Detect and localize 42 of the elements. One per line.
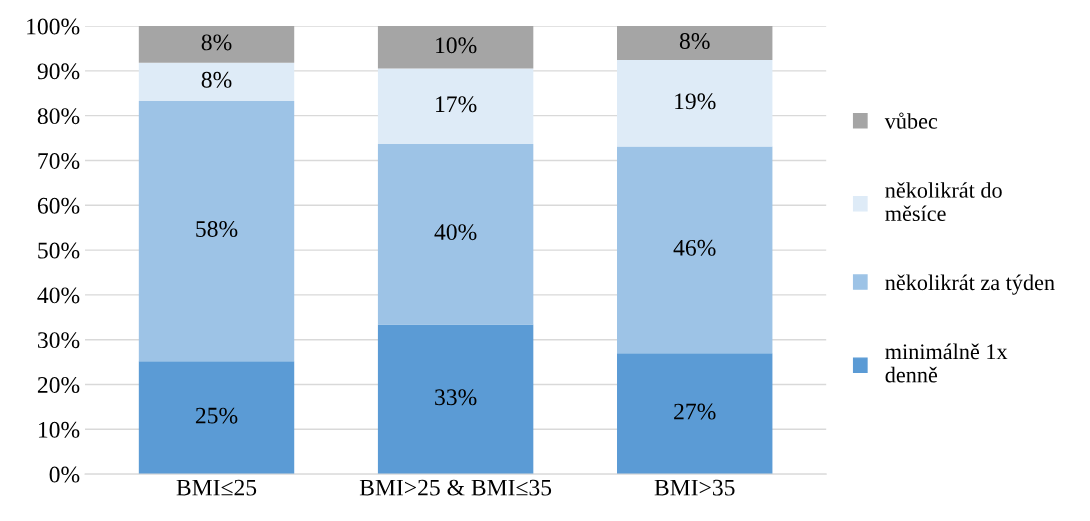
data-label: 46% bbox=[673, 239, 716, 256]
data-label: 58% bbox=[196, 221, 238, 238]
y-tick-label: 30% bbox=[38, 332, 80, 349]
y-tick-label: 50% bbox=[38, 242, 80, 259]
x-tick-label: BMI≤25 bbox=[176, 479, 257, 496]
bar bbox=[138, 100, 295, 362]
legend-label: několikrát do měsíce bbox=[885, 182, 1002, 222]
bar bbox=[377, 68, 534, 144]
y-tick-label: 60% bbox=[37, 197, 80, 214]
bar bbox=[617, 26, 773, 61]
legend-label: vůbec bbox=[884, 112, 938, 129]
y-tick-label: 10% bbox=[38, 421, 80, 438]
bar bbox=[138, 62, 295, 101]
data-label: 19% bbox=[675, 93, 716, 110]
data-label: 27% bbox=[674, 403, 716, 420]
y-tick-label: 80% bbox=[37, 108, 80, 125]
y-tick-label: 20% bbox=[37, 376, 80, 393]
bar bbox=[617, 353, 773, 475]
data-label: 8% bbox=[679, 33, 710, 50]
data-label: 8% bbox=[201, 34, 232, 51]
y-tick-label: 70% bbox=[38, 152, 80, 169]
bar bbox=[617, 60, 773, 147]
data-label: 17% bbox=[436, 96, 477, 113]
legend-label: minimálně 1x denně bbox=[885, 343, 1008, 383]
data-label: 40% bbox=[434, 224, 477, 241]
x-tick-label: BMI>25 & BMI≤35 bbox=[359, 479, 552, 496]
y-tick-label: 40% bbox=[37, 287, 80, 304]
data-label: 8% bbox=[201, 71, 232, 88]
bar bbox=[377, 324, 534, 475]
data-label: 25% bbox=[195, 407, 238, 424]
bar bbox=[138, 361, 295, 475]
bar bbox=[377, 26, 534, 69]
bar bbox=[617, 146, 773, 354]
bar bbox=[138, 26, 295, 63]
y-tick-label: 0% bbox=[49, 466, 80, 483]
data-label: 33% bbox=[435, 389, 477, 406]
bar bbox=[377, 143, 534, 325]
x-tick-label: BMI>35 bbox=[654, 479, 735, 496]
legend-label: několikrát za týden bbox=[885, 274, 1055, 295]
y-tick-label: 100% bbox=[27, 18, 80, 35]
y-tick-label: 90% bbox=[37, 63, 80, 80]
data-label: 10% bbox=[436, 37, 477, 54]
